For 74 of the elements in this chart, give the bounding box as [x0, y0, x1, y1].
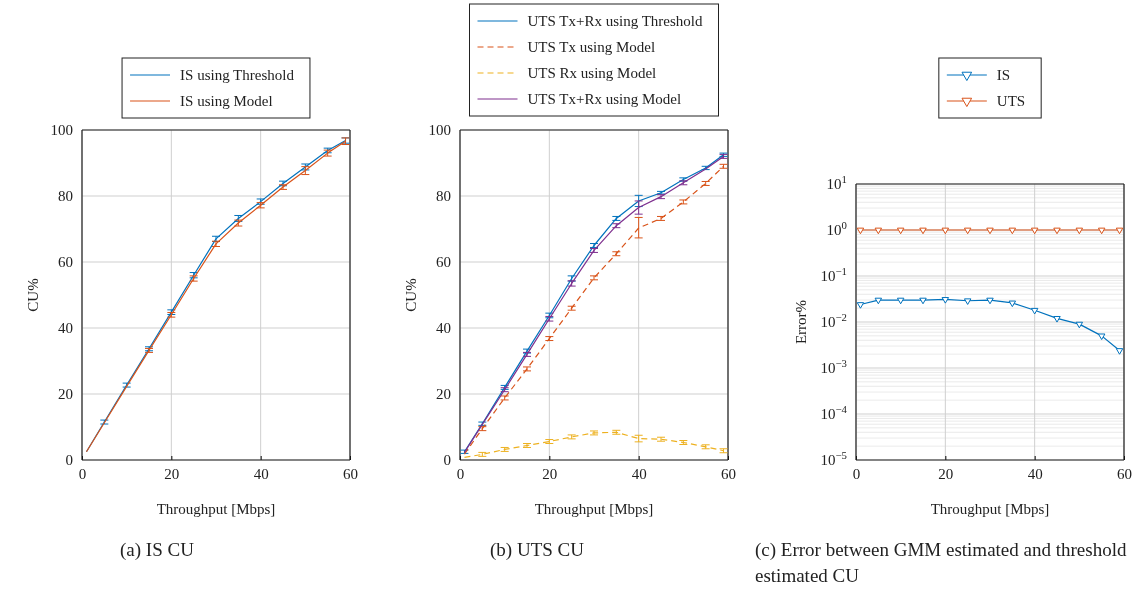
y-tick-label: 10$^{−1}$ — [820, 265, 847, 285]
x-tick-label: 60 — [1117, 465, 1132, 482]
point — [963, 227, 972, 235]
y-tick-label: 20 — [436, 386, 451, 403]
y-tick-label: 0 — [443, 452, 451, 469]
x-tick-label: 0 — [78, 465, 87, 482]
y-tick-label: 100 — [50, 122, 73, 139]
point — [1097, 227, 1106, 235]
text: (b) UTS CU — [490, 539, 585, 561]
y-tick-label: 60 — [58, 254, 73, 271]
x-tick-label: 60 — [721, 465, 736, 482]
legend-label: UTS Rx using Model — [527, 65, 657, 81]
point — [919, 227, 927, 235]
y-tick-label: 10$^{−4}$ — [820, 403, 848, 423]
point — [896, 297, 905, 305]
y-tick-label: 10$^{−2}$ — [820, 311, 847, 331]
legend-label: UTS — [996, 93, 1026, 109]
x-tick-label: 20 — [542, 465, 558, 482]
point — [1053, 316, 1061, 323]
y-tick-label: 10$^{−3}$ — [820, 357, 847, 377]
point — [1115, 348, 1124, 355]
y-tick-label: 80 — [436, 188, 451, 205]
x-tick-label: 40 — [1027, 465, 1043, 482]
y-tick-label: 10$^{1}$ — [826, 173, 847, 193]
point — [1097, 333, 1106, 341]
point — [963, 298, 972, 305]
y-tick-label: 40 — [436, 320, 451, 337]
legend-label: UTS Tx+Rx using Threshold — [527, 13, 703, 29]
y-tick-label: 80 — [58, 188, 73, 205]
y-axis-title: CU% — [25, 278, 41, 312]
x-tick-label: 60 — [343, 465, 358, 482]
point — [1053, 227, 1061, 235]
x-axis-title: Throughput [Mbps] — [930, 501, 1050, 517]
point — [211, 240, 221, 247]
point — [1008, 227, 1017, 235]
point — [986, 227, 994, 235]
y-tick-label: 20 — [58, 386, 73, 403]
y-axis-title: CU% — [403, 278, 419, 312]
point — [1075, 321, 1084, 329]
x-tick-label: 0 — [852, 465, 861, 482]
y-tick-label: 10$^{−5}$ — [820, 449, 847, 469]
y-tick-label: 0 — [65, 452, 73, 469]
legend-label: UTS Tx using Model — [527, 39, 656, 55]
y-tick-label: 100 — [428, 122, 451, 139]
x-axis-title: Throughput [Mbps] — [534, 501, 654, 517]
x-tick-label: 40 — [631, 465, 647, 482]
legend-label: IS using Threshold — [180, 67, 295, 83]
y-tick-label: 40 — [58, 320, 73, 337]
point — [1115, 227, 1124, 235]
x-tick-label: 20 — [164, 465, 180, 482]
point — [874, 227, 883, 235]
legend-label: IS using Model — [180, 93, 273, 109]
text: (a) IS CU — [120, 539, 195, 561]
point — [874, 297, 883, 305]
legend-label: UTS Tx+Rx using Model — [527, 91, 682, 107]
legend-label: IS — [996, 67, 1011, 83]
point — [896, 227, 905, 235]
point — [1030, 227, 1039, 235]
point — [941, 227, 950, 235]
point — [919, 297, 927, 305]
y-tick-label: 60 — [436, 254, 451, 271]
y-tick-label: 10$^{0}$ — [826, 219, 847, 239]
point — [986, 297, 994, 305]
y-axis-title: Error% — [793, 299, 809, 345]
point — [1075, 227, 1084, 235]
x-tick-label: 20 — [938, 465, 954, 482]
x-axis-title: Throughput [Mbps] — [156, 501, 276, 517]
x-tick-label: 40 — [253, 465, 269, 482]
point — [1008, 300, 1017, 308]
text: (c) Error between GMM estimated and threshold estimated CU — [755, 539, 1127, 586]
point — [1030, 307, 1039, 315]
x-tick-label: 0 — [456, 465, 465, 482]
point — [941, 297, 950, 304]
point — [233, 219, 243, 227]
